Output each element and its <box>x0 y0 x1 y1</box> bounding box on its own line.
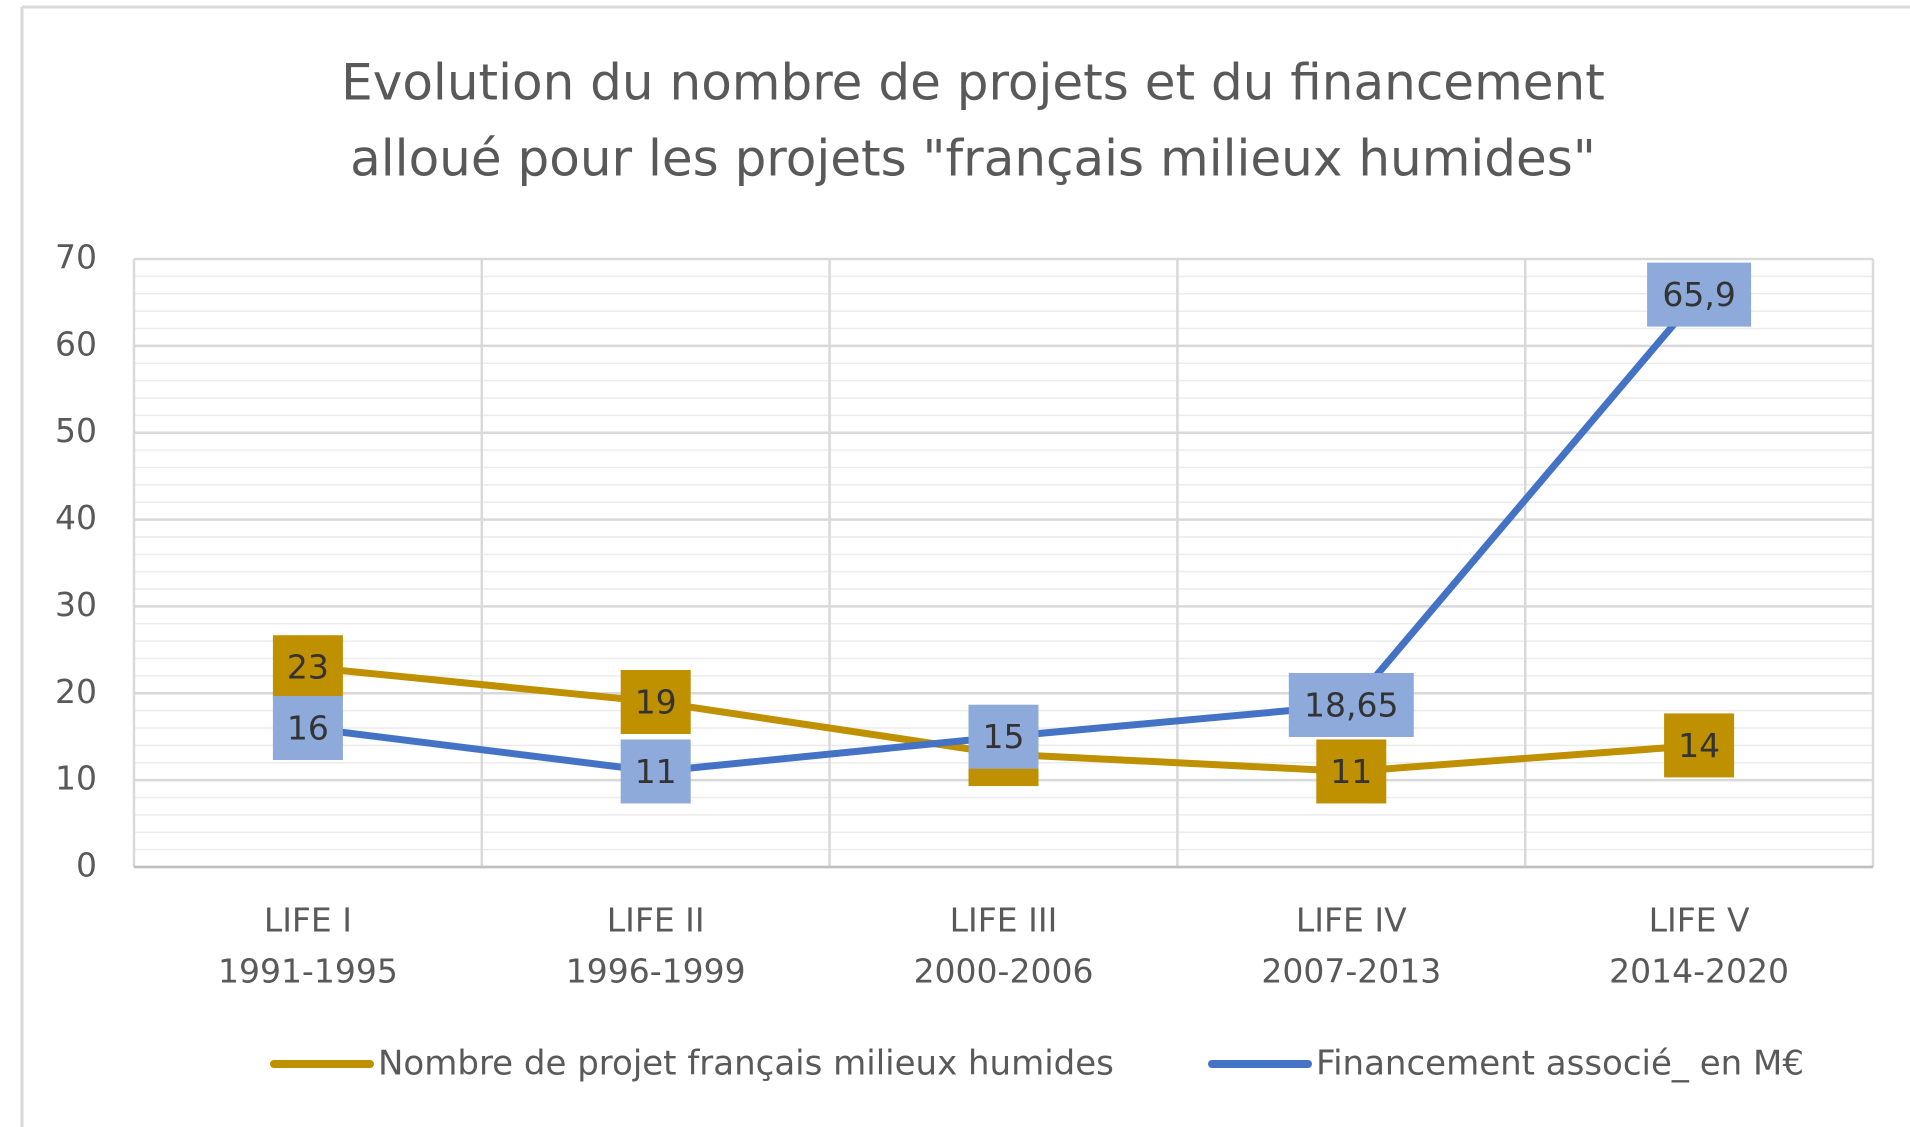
data-label: 11 <box>1330 752 1372 791</box>
y-tick-label: 70 <box>55 238 97 277</box>
x-tick-label: 2007-2013 <box>1261 952 1441 991</box>
data-label: 18,65 <box>1304 686 1398 725</box>
series-line <box>304 291 1703 775</box>
y-tick-label: 40 <box>55 498 97 537</box>
y-tick-label: 50 <box>55 411 97 450</box>
data-label-box <box>272 635 343 700</box>
x-tick-label: 2014-2020 <box>1609 952 1789 991</box>
chart-title: Evolution du nombre de projets et du fin… <box>341 54 1605 112</box>
data-label-box <box>1647 262 1752 327</box>
chart-title: alloué pour les projets "français milieu… <box>350 130 1596 188</box>
x-tick-label: LIFE I <box>264 901 352 940</box>
legend-label: Financement associé_ en M€ <box>1316 1044 1804 1084</box>
x-tick-label: 1996-1999 <box>566 952 746 991</box>
x-tick-label: LIFE V <box>1649 901 1750 940</box>
data-label: 19 <box>635 682 677 721</box>
legend-label: Nombre de projet français milieux humide… <box>378 1044 1114 1084</box>
data-label: 11 <box>635 752 677 791</box>
data-label-box <box>968 704 1039 769</box>
y-tick-label: 60 <box>55 324 97 363</box>
data-label: 14 <box>1678 726 1720 765</box>
x-tick-label: LIFE II <box>607 901 705 940</box>
x-tick-label: 1991-1995 <box>218 952 398 991</box>
x-tick-label: LIFE IV <box>1296 901 1407 940</box>
y-tick-label: 20 <box>55 672 97 711</box>
x-tick-label: LIFE III <box>950 901 1058 940</box>
data-label-box <box>1664 713 1735 778</box>
data-label: 23 <box>287 648 329 687</box>
data-label-box <box>1288 673 1414 738</box>
data-label: 15 <box>983 717 1025 756</box>
x-tick-label: 2000-2006 <box>914 952 1094 991</box>
data-label: 16 <box>287 709 329 748</box>
data-label-box <box>620 669 691 734</box>
data-label-box <box>1316 739 1387 804</box>
y-tick-label: 0 <box>76 846 97 885</box>
y-tick-label: 30 <box>55 585 97 624</box>
y-tick-label: 10 <box>55 759 97 798</box>
data-label-box <box>620 739 691 804</box>
data-label-box <box>272 696 343 761</box>
data-label: 65,9 <box>1662 275 1735 314</box>
